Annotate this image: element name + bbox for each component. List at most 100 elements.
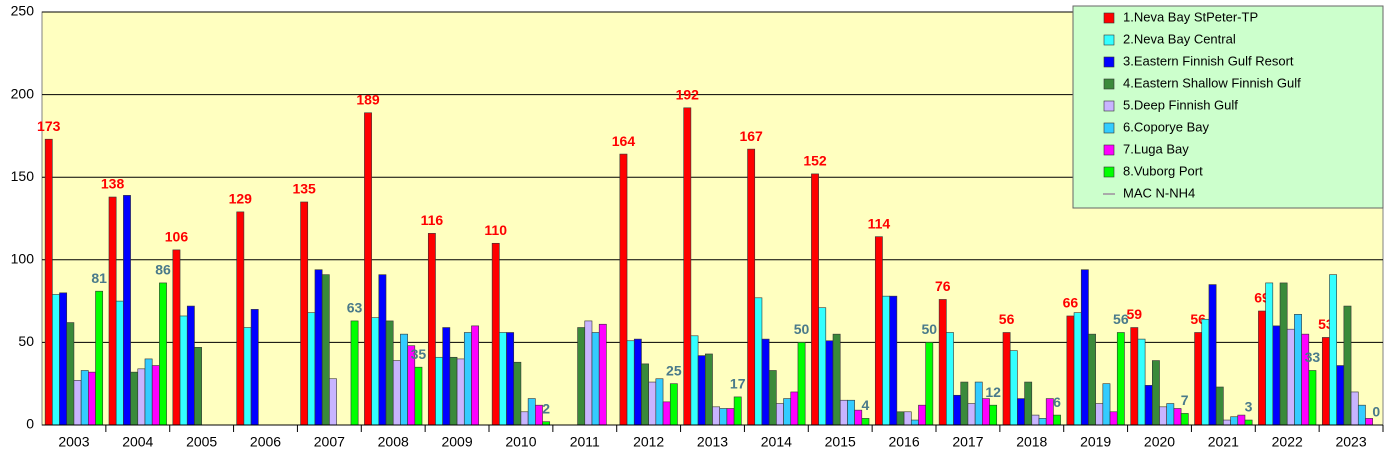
data-label: 25	[666, 362, 682, 378]
data-label: 189	[356, 91, 380, 107]
data-label: 116	[421, 212, 444, 228]
legend-label: MAC N-NH4	[1123, 185, 1195, 200]
bar	[463, 332, 472, 426]
bar	[194, 347, 202, 426]
bar	[1130, 327, 1139, 426]
legend-label: 2.Neva Bay Central	[1123, 31, 1236, 46]
bar	[471, 325, 479, 426]
bar	[427, 233, 436, 426]
bar	[818, 307, 827, 426]
y-tick-label: 200	[11, 85, 35, 101]
bar	[953, 394, 962, 426]
bar	[329, 378, 337, 426]
bar	[925, 342, 934, 426]
bar	[1031, 414, 1040, 426]
bar	[1215, 386, 1224, 426]
legend-label: 3.Eastern Finnish Gulf Resort	[1123, 53, 1294, 68]
data-label: 129	[229, 191, 253, 207]
x-tick-label: 2018	[1016, 434, 1047, 450]
bar	[1166, 403, 1175, 426]
bar	[910, 419, 919, 426]
data-label: 56	[999, 311, 1015, 327]
bar	[712, 406, 720, 426]
data-label: 86	[155, 262, 171, 278]
x-tick-label: 2022	[1272, 434, 1303, 450]
data-label: 63	[347, 300, 363, 316]
bar	[982, 398, 990, 426]
bar	[371, 317, 380, 426]
legend-label: 1.Neva Bay StPeter-TP	[1123, 9, 1258, 24]
bar	[435, 356, 443, 426]
data-label: 50	[794, 321, 810, 337]
bar	[364, 112, 372, 426]
x-tick-label: 2008	[378, 434, 409, 450]
bar	[1294, 314, 1302, 426]
bar	[392, 360, 401, 426]
y-tick-label: 250	[11, 3, 35, 19]
bar	[151, 365, 160, 426]
x-tick-label: 2004	[122, 434, 153, 450]
x-tick-label: 2009	[441, 434, 472, 450]
x-tick-label: 2023	[1335, 434, 1366, 450]
bar	[1350, 391, 1359, 426]
bar	[378, 274, 387, 426]
bar	[1208, 284, 1217, 426]
bar	[783, 398, 792, 426]
bar	[648, 381, 657, 426]
bar	[115, 300, 124, 426]
bar	[442, 327, 451, 426]
x-tick-label: 2014	[761, 434, 792, 450]
bar	[385, 320, 394, 426]
bar	[307, 312, 316, 426]
x-tick-label: 2020	[1144, 434, 1175, 450]
bar	[577, 327, 586, 426]
bar	[946, 332, 954, 426]
bar	[874, 236, 883, 426]
bar	[300, 201, 309, 426]
bar	[1159, 406, 1167, 426]
bar	[790, 391, 799, 426]
bar	[989, 404, 998, 426]
bar	[1144, 385, 1153, 426]
data-label: 12	[985, 384, 1001, 400]
bar	[314, 269, 323, 426]
data-label: 3	[1245, 399, 1253, 415]
bar	[641, 363, 649, 426]
bar	[598, 323, 607, 426]
bar	[400, 333, 408, 426]
bar	[95, 290, 104, 426]
legend-swatch	[1103, 34, 1115, 46]
bar	[179, 315, 188, 426]
legend-swatch	[1103, 100, 1115, 112]
y-tick-label: 150	[11, 168, 35, 184]
bar	[1237, 414, 1246, 426]
bar	[1329, 274, 1337, 426]
bar	[811, 173, 819, 426]
bar	[633, 338, 642, 426]
bar	[832, 333, 841, 426]
bar	[797, 342, 806, 426]
bar	[123, 195, 131, 426]
bar	[967, 403, 976, 426]
bar	[1308, 370, 1317, 426]
bar	[974, 381, 983, 426]
data-label: 59	[1127, 306, 1143, 322]
bar	[733, 396, 742, 426]
bar	[186, 305, 195, 426]
bar	[1230, 416, 1239, 426]
legend-swatch	[1103, 56, 1115, 68]
bar	[1272, 325, 1281, 426]
bar	[882, 295, 890, 426]
legend-swatch	[1103, 78, 1115, 90]
x-tick-label: 2015	[825, 434, 856, 450]
bar	[1002, 332, 1011, 426]
data-label: 7	[1181, 392, 1189, 408]
bar	[1286, 328, 1295, 426]
bar	[1009, 350, 1018, 426]
bar	[80, 370, 89, 426]
legend-label: 6.Coporye Bay	[1123, 119, 1209, 134]
bar	[1137, 338, 1146, 426]
data-label: 76	[935, 278, 951, 294]
y-tick-label: 0	[26, 416, 34, 432]
